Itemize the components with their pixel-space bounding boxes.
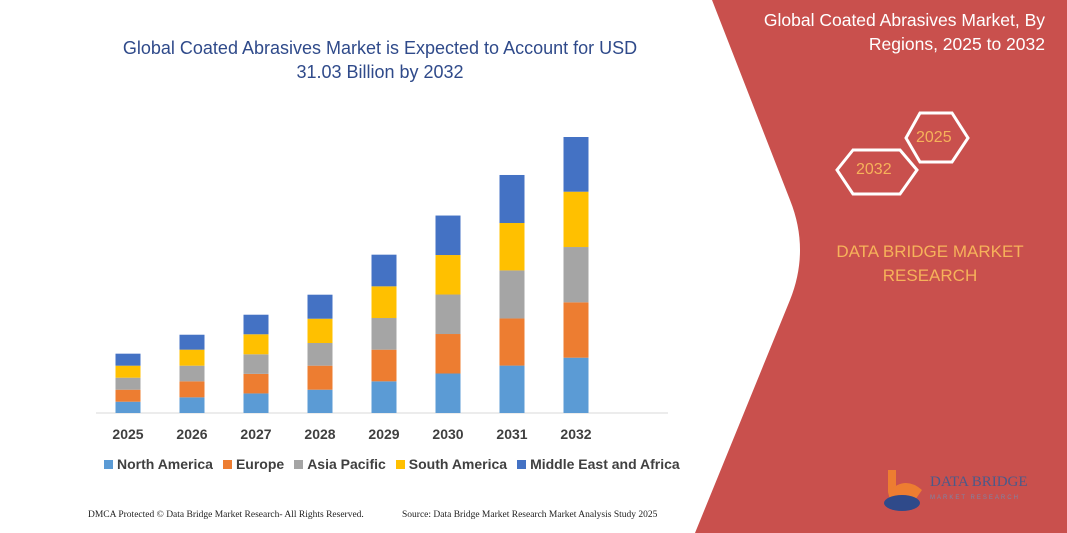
x-tick-label: 2026 <box>176 426 208 442</box>
bar-segment-2028-3 <box>307 318 333 343</box>
bar-segment-2031-3 <box>499 223 525 271</box>
legend-item: Europe <box>222 456 285 472</box>
legend-swatch <box>517 459 527 469</box>
bar-segment-2030-4 <box>435 215 461 256</box>
logo-text: DATA BRIDGE <box>930 474 1028 490</box>
hex-label-2025: 2025 <box>916 129 952 146</box>
bar-segment-2031-1 <box>499 318 525 366</box>
brand-text: DATA BRIDGE MARKET RESEARCH <box>836 242 1024 285</box>
bar-segment-2025-4 <box>115 353 141 366</box>
bar-segment-2025-2 <box>115 377 141 390</box>
x-tick-label: 2030 <box>432 426 464 442</box>
bar-segment-2028-1 <box>307 365 333 390</box>
legend-item: Asia Pacific <box>294 456 386 472</box>
bar-segment-2027-4 <box>243 314 269 335</box>
bar-segment-2030-0 <box>435 373 461 413</box>
footer-copyright: DMCA Protected © Data Bridge Market Rese… <box>88 510 364 520</box>
legend-swatch <box>294 459 304 469</box>
side-panel <box>695 0 1067 533</box>
logo-subtext: MARKET RESEARCH <box>930 495 1020 501</box>
legend-item: Middle East and Africa <box>517 456 680 472</box>
bar-segment-2026-4 <box>179 334 205 350</box>
bar-segment-2025-1 <box>115 389 141 402</box>
x-tick-label: 2025 <box>112 426 144 442</box>
bar-segment-2027-2 <box>243 354 269 374</box>
bar-segment-2032-0 <box>563 357 589 413</box>
bar-segment-2027-0 <box>243 393 269 413</box>
legend-label: Europe <box>235 456 285 472</box>
bar-segment-2026-1 <box>179 381 205 398</box>
bar-segment-2032-2 <box>563 247 589 303</box>
bar-segment-2032-3 <box>563 191 589 248</box>
bar-segment-2030-2 <box>435 294 461 335</box>
x-tick-label: 2031 <box>496 426 528 442</box>
legend-swatch <box>222 459 232 469</box>
legend-item: South America <box>395 456 508 472</box>
bar-segment-2029-2 <box>371 318 397 350</box>
logo-icon <box>884 470 922 511</box>
bar-segment-2030-3 <box>435 255 461 295</box>
legend-label: Middle East and Africa <box>530 456 680 472</box>
legend: North America Europe Asia Pacific South Ame… <box>104 456 680 472</box>
x-tick-label: 2032 <box>560 426 592 442</box>
bar-segment-2028-2 <box>307 342 333 366</box>
bar-segment-2029-3 <box>371 286 397 319</box>
bar-segment-2029-0 <box>371 381 397 413</box>
bar-segment-2032-1 <box>563 302 589 358</box>
x-tick-label: 2027 <box>240 426 272 442</box>
bar-segment-2031-2 <box>499 270 525 319</box>
legend-swatch <box>395 459 405 469</box>
bar-segment-2029-1 <box>371 349 397 382</box>
legend-label: Asia Pacific <box>307 456 386 472</box>
hex-label-2032: 2032 <box>856 161 892 178</box>
bar-segment-2030-1 <box>435 334 461 374</box>
bar-segment-2026-0 <box>179 397 205 413</box>
bar-segment-2028-4 <box>307 294 333 319</box>
hexagon-2032 <box>835 148 919 196</box>
bar-segment-2025-0 <box>115 401 141 413</box>
bar-segment-2025-3 <box>115 365 141 378</box>
hexagon-2025 <box>904 111 970 164</box>
legend-label: South America <box>408 456 508 472</box>
bar-segment-2027-1 <box>243 373 269 394</box>
legend-swatch <box>104 459 113 469</box>
panel-title: Global Coated Abrasives Market, By Regio… <box>763 10 1045 54</box>
legend-label: North America <box>117 456 213 472</box>
bar-segment-2026-2 <box>179 365 205 382</box>
chart-title: Global Coated Abrasives Market is Expect… <box>122 38 638 82</box>
legend-item: North America <box>104 456 213 472</box>
bar-segment-2031-4 <box>499 174 525 224</box>
bar-segment-2032-4 <box>563 137 589 192</box>
x-tick-label: 2028 <box>304 426 336 442</box>
bar-segment-2026-3 <box>179 349 205 366</box>
bar-segment-2027-3 <box>243 334 269 355</box>
bar-segment-2028-0 <box>307 389 333 413</box>
footer-source: Source: Data Bridge Market Research Mark… <box>402 510 658 520</box>
x-tick-label: 2029 <box>368 426 400 442</box>
bar-segment-2029-4 <box>371 254 397 287</box>
bar-segment-2031-0 <box>499 365 525 413</box>
